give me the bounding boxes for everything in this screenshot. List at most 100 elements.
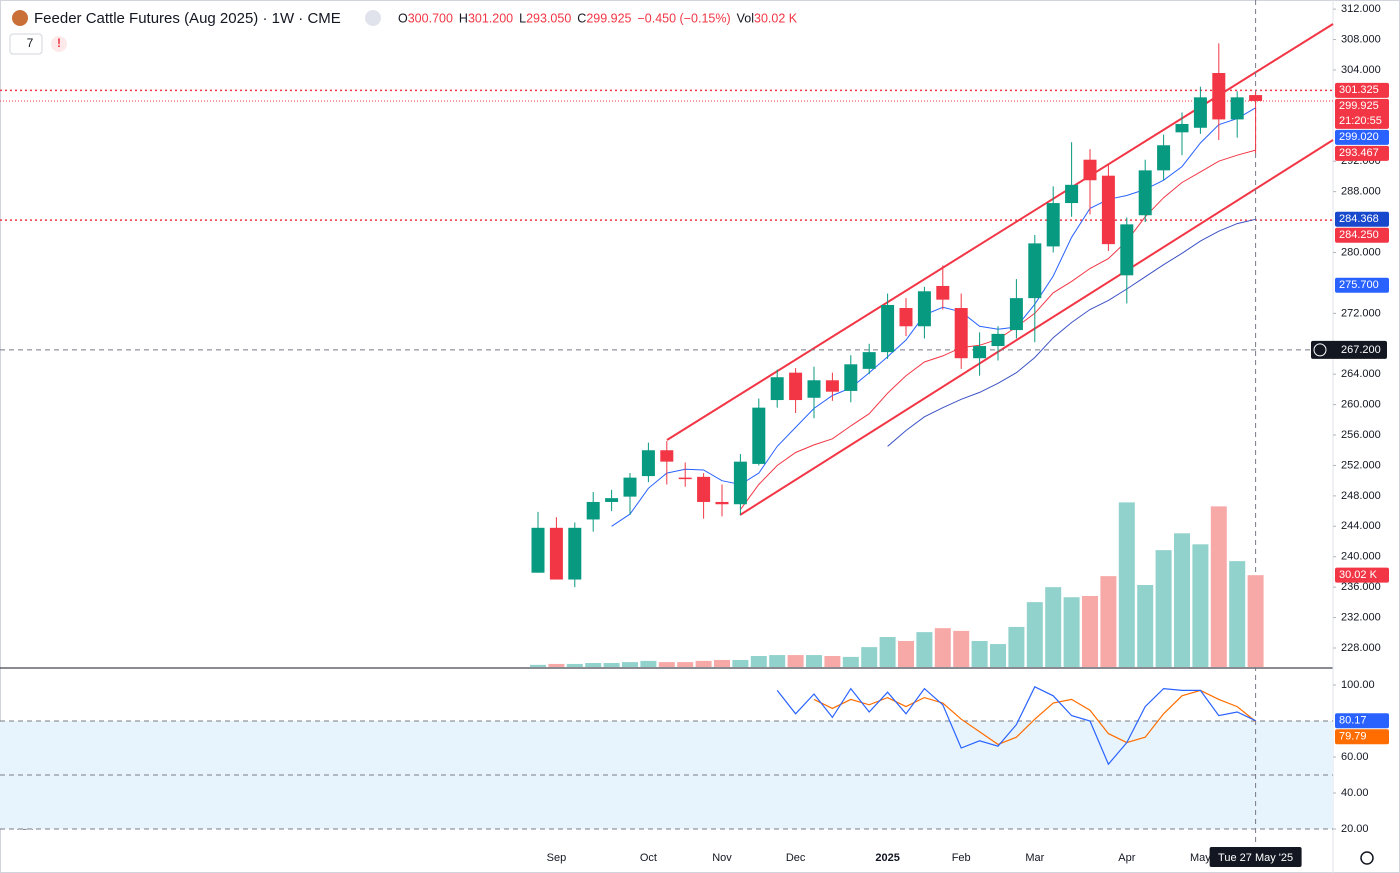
candle-body bbox=[660, 450, 674, 462]
candle-body bbox=[1009, 298, 1023, 331]
volume-bar bbox=[769, 655, 786, 667]
volume-bar bbox=[695, 660, 712, 667]
volume-bar bbox=[1155, 550, 1172, 667]
ohlc-value: 301.200 bbox=[468, 11, 513, 25]
candle-body bbox=[1028, 243, 1042, 299]
crosshair-date-badge bbox=[1209, 847, 1302, 867]
x-tick-label: 2025 bbox=[875, 852, 899, 864]
candle-body bbox=[1230, 97, 1244, 120]
alert-mark: ! bbox=[57, 36, 61, 50]
volume-bar bbox=[1137, 585, 1154, 667]
price-badge-label: 284.250 bbox=[1339, 229, 1379, 241]
price-badge-label: 301.325 bbox=[1339, 84, 1379, 96]
crosshair-plus bbox=[1313, 343, 1327, 357]
x-tick-label: Sep bbox=[547, 852, 567, 864]
y-tick-label: 260.000 bbox=[1341, 399, 1381, 411]
candle-body bbox=[733, 461, 747, 505]
volume-bar bbox=[842, 656, 859, 667]
volume-bar bbox=[824, 655, 841, 667]
menu-button[interactable] bbox=[365, 10, 381, 26]
volume-bar bbox=[1026, 602, 1043, 667]
alert-icon[interactable] bbox=[51, 36, 67, 52]
x-tick-label: Oct bbox=[640, 852, 657, 864]
y-tick-label: 288.000 bbox=[1341, 186, 1381, 198]
crosshair-date: Tue 27 May '25 bbox=[1218, 852, 1293, 864]
volume-bar bbox=[953, 630, 970, 667]
volume-bar bbox=[750, 655, 767, 667]
candle-body bbox=[881, 304, 895, 353]
price-badge-label: 299.020 bbox=[1339, 131, 1379, 143]
stoch-badge-label: 79.79 bbox=[1339, 731, 1367, 743]
moving-average bbox=[887, 218, 1256, 447]
stoch-badge-label: 80.17 bbox=[1339, 715, 1367, 727]
ohlc-key: Vol bbox=[737, 11, 754, 25]
indicator-toggle[interactable] bbox=[9, 33, 43, 55]
volume-bar bbox=[861, 647, 878, 667]
candle-body bbox=[973, 346, 987, 359]
y-tick-label: 312.000 bbox=[1341, 3, 1381, 15]
price-badge-sub: 21:20:55 bbox=[1339, 115, 1382, 127]
volume-bar bbox=[916, 632, 933, 667]
candle-body bbox=[1157, 145, 1171, 171]
candle-body bbox=[844, 364, 858, 391]
volume-bar bbox=[658, 662, 675, 667]
volume-bar bbox=[1045, 587, 1062, 667]
candle-body bbox=[1120, 224, 1134, 276]
volume-bar bbox=[1100, 576, 1117, 667]
price-badge bbox=[1335, 98, 1389, 129]
price-badge-label: 284.368 bbox=[1339, 213, 1379, 225]
price-badge bbox=[1335, 145, 1389, 161]
volume-bar bbox=[548, 663, 565, 667]
volume-bar bbox=[806, 655, 822, 667]
volume-bar bbox=[898, 640, 914, 667]
stoch-d bbox=[813, 689, 1256, 746]
candle-body bbox=[605, 498, 619, 502]
volume-bar bbox=[1210, 506, 1227, 667]
volume-bar bbox=[1008, 626, 1025, 667]
stoch-tick-label: 60.00 bbox=[1341, 751, 1369, 763]
volume-bar bbox=[787, 655, 804, 667]
chart-title: Feeder Cattle Futures (Aug 2025) · 1W · … bbox=[34, 10, 341, 27]
price-badge bbox=[1335, 82, 1389, 98]
crosshair-price-label: 267.200 bbox=[1341, 344, 1381, 356]
volume-bar bbox=[732, 659, 749, 667]
volume-bar bbox=[1118, 502, 1135, 667]
candle-body bbox=[770, 377, 784, 401]
x-tick-label: Mar bbox=[1025, 852, 1044, 864]
y-tick-label: 308.000 bbox=[1341, 33, 1381, 45]
volume-bar bbox=[879, 637, 896, 667]
candle-body bbox=[825, 380, 839, 392]
candle-body bbox=[1175, 123, 1189, 133]
y-tick-label: 228.000 bbox=[1341, 642, 1381, 654]
candle-body bbox=[917, 291, 931, 327]
price-badge bbox=[1335, 211, 1389, 227]
candle-body bbox=[531, 527, 545, 573]
symbol-icon[interactable] bbox=[12, 10, 28, 26]
candle-body bbox=[1046, 203, 1060, 247]
stoch-tick-label: 40.00 bbox=[1341, 787, 1369, 799]
candle-body bbox=[1249, 95, 1263, 101]
price-badge bbox=[1335, 277, 1389, 293]
y-tick-label: 252.000 bbox=[1341, 459, 1381, 471]
candle-body bbox=[807, 380, 821, 398]
ohlc-key: L bbox=[519, 11, 526, 25]
volume-bar bbox=[1247, 575, 1264, 667]
price-badge bbox=[1335, 227, 1389, 243]
ohlc-key: O bbox=[398, 11, 408, 25]
crosshair-price-badge bbox=[1311, 340, 1387, 359]
indicator-count: 7 bbox=[27, 36, 34, 50]
ohlc-value: 300.700 bbox=[408, 11, 453, 25]
stoch-badge bbox=[1335, 713, 1389, 729]
ohlc-value: 299.925 bbox=[586, 11, 631, 25]
volume-bar bbox=[585, 663, 602, 667]
price-badge-label: 299.925 bbox=[1339, 100, 1379, 112]
volume-bar bbox=[1082, 596, 1098, 667]
ohlc-value: −0.450 (−0.15%) bbox=[638, 11, 731, 25]
candle-body bbox=[715, 501, 729, 505]
y-tick-label: 244.000 bbox=[1341, 520, 1381, 532]
ohlc-value: 30.02 K bbox=[754, 11, 798, 25]
volume-bar bbox=[640, 660, 657, 667]
settings-button[interactable] bbox=[1360, 851, 1374, 865]
candle-body bbox=[789, 372, 803, 401]
candle-body bbox=[752, 407, 766, 464]
